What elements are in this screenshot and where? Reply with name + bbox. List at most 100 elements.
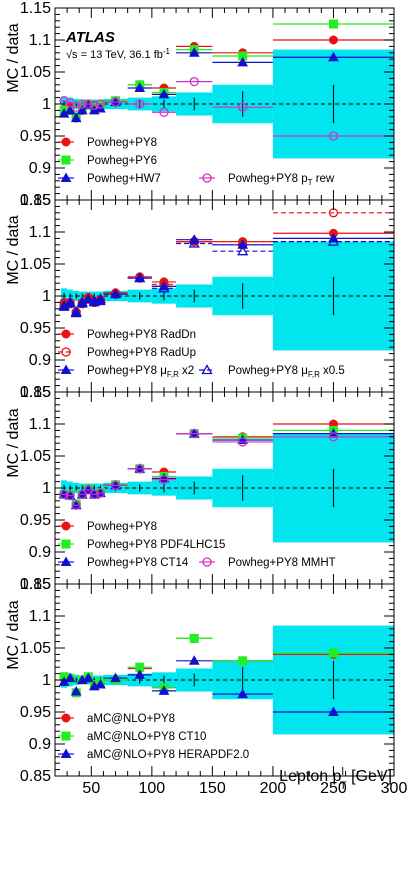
data-point bbox=[238, 102, 248, 112]
data-point bbox=[328, 19, 338, 29]
data-point bbox=[95, 488, 106, 498]
x-tick-label: 100 bbox=[139, 780, 166, 797]
series-3 bbox=[58, 655, 394, 716]
legend-label: Powheg+PY8 bbox=[87, 137, 157, 149]
legend-entry: Powheg+PY8 pT rew bbox=[199, 173, 335, 187]
legend-label-suffix: x2 bbox=[179, 365, 194, 377]
data-point bbox=[134, 272, 146, 283]
y-tick-label: 1 bbox=[42, 672, 51, 689]
y-tick-label: 0.9 bbox=[29, 160, 51, 177]
x-axis-label-unit: [GeV] bbox=[347, 768, 392, 785]
legend-marker bbox=[60, 748, 72, 758]
legend-marker bbox=[60, 364, 72, 374]
data-point bbox=[188, 655, 200, 665]
data-point bbox=[110, 672, 121, 683]
legend-entry: Powheg+PY8 RadDn bbox=[58, 329, 196, 341]
panels: 0.85 0.9 0.95 1 1.05 1.1 1.15 Powheg+PY8 Powheg+… bbox=[20, 0, 408, 797]
series-4 bbox=[59, 76, 394, 141]
data-point bbox=[76, 104, 88, 115]
y-tick-label: 1.05 bbox=[20, 64, 51, 81]
legend-label: Powheg+PY8 PDF4LHC15 bbox=[87, 539, 225, 551]
series-4 bbox=[59, 428, 394, 510]
legend-entry: Powheg+PY8 RadUp bbox=[58, 347, 196, 359]
legend-marker bbox=[61, 713, 71, 723]
legend-label: aMC@NLO+PY8 CT10 bbox=[87, 731, 206, 743]
data-point bbox=[134, 82, 146, 92]
legend-label-main: aMC@NLO+PY8 bbox=[87, 713, 175, 725]
data-point bbox=[188, 47, 200, 57]
y-axis-label-4: MC / data bbox=[5, 600, 22, 669]
legend-entry: aMC@NLO+PY8 HERAPDF2.0 bbox=[58, 748, 249, 761]
legend-entry: aMC@NLO+PY8 CT10 bbox=[58, 731, 206, 743]
legend-label: aMC@NLO+PY8 bbox=[87, 713, 175, 725]
data-point bbox=[82, 293, 94, 304]
legend-marker bbox=[61, 539, 71, 549]
y-tick-label: 1.15 bbox=[20, 0, 51, 17]
data-point bbox=[237, 245, 249, 256]
y-tick-label: 0.85 bbox=[20, 192, 51, 209]
energy-text: = 13 TeV, 36.1 fb bbox=[78, 49, 163, 61]
legend-label-main: Powheg+PY8 p bbox=[228, 173, 308, 185]
legend-label: Powheg+HW7 bbox=[87, 173, 161, 185]
y-tick-label: 0.95 bbox=[20, 128, 51, 145]
y-axis-label-1: MC / data bbox=[5, 23, 22, 92]
legend-marker bbox=[61, 347, 71, 357]
y-tick-label: 1.1 bbox=[29, 608, 51, 625]
y-axis-label-3: MC / data bbox=[5, 408, 22, 477]
data-point bbox=[110, 97, 121, 107]
panel-4: 0.85 0.9 0.95 1 1.05 1.1 1.15 50 100 150 200 250 300… bbox=[20, 576, 408, 797]
legend-marker bbox=[60, 172, 72, 182]
legend-entry: Powheg+PY8 bbox=[58, 521, 157, 533]
data-point bbox=[64, 672, 76, 683]
y-tick-label: 1.15 bbox=[20, 576, 51, 593]
legend-label-sub: F,R bbox=[308, 370, 320, 379]
legend-entry: Powheg+HW7 bbox=[58, 172, 161, 185]
y-tick-label: 1.05 bbox=[20, 448, 51, 465]
x-tick-label: 300 bbox=[381, 780, 408, 797]
panel-3: 0.85 0.9 0.95 1 1.05 1.1 1.15 Powheg+PY8 Powheg+… bbox=[20, 384, 395, 593]
data-point bbox=[189, 428, 199, 439]
legend-entry: Powheg+PY6 bbox=[58, 155, 157, 167]
legend-label-main: Powheg+PY8 CT14 bbox=[87, 557, 189, 569]
legend-marker bbox=[60, 556, 72, 566]
legend-label: Powheg+PY8 CT14 bbox=[87, 557, 189, 569]
y-tick-label: 0.95 bbox=[20, 320, 51, 337]
y-tick-label: 1.15 bbox=[20, 384, 51, 401]
legend-entry: Powheg+PY8 μF,R x0.5 bbox=[199, 364, 345, 379]
data-point bbox=[188, 237, 200, 248]
data-point bbox=[189, 76, 199, 87]
data-point bbox=[77, 489, 87, 500]
legend-entry: Powheg+PY8 MMHT bbox=[199, 557, 336, 569]
y-tick-label: 1 bbox=[42, 480, 51, 497]
legend-label-main: Powheg+PY8 μ bbox=[87, 365, 167, 377]
panel-2: 0.85 0.9 0.95 1 1.05 1.1 1.15 Powheg+PY8 RadDn P… bbox=[20, 192, 395, 401]
data-point bbox=[328, 432, 339, 442]
legend-label-main: Powheg+PY8 bbox=[87, 521, 157, 533]
legend-label: Powheg+PY8 bbox=[87, 521, 157, 533]
x-tick-label: 50 bbox=[82, 780, 100, 797]
legend-label-main: Powheg+PY8 bbox=[87, 137, 157, 149]
data-point bbox=[95, 99, 106, 109]
y-tick-label: 1.1 bbox=[29, 416, 51, 433]
legend-label-sub: F,R bbox=[167, 370, 179, 379]
series-4 bbox=[58, 235, 394, 317]
data-point bbox=[158, 282, 170, 293]
y-tick-label: 0.85 bbox=[20, 768, 51, 785]
legend-marker bbox=[61, 731, 71, 741]
data-point bbox=[110, 480, 121, 491]
y-tick-label: 0.9 bbox=[29, 736, 51, 753]
y-tick-label: 1.1 bbox=[29, 224, 51, 241]
data-point bbox=[158, 88, 170, 99]
data-point bbox=[95, 678, 106, 689]
x-tick-label: 150 bbox=[199, 780, 226, 797]
data-point bbox=[82, 672, 94, 683]
data-point bbox=[65, 98, 75, 108]
data-point bbox=[64, 296, 76, 307]
legend-label: Powheg+PY8 μF,R x0.5 bbox=[228, 365, 345, 379]
data-point bbox=[89, 489, 99, 500]
legend-marker bbox=[201, 364, 213, 375]
data-point bbox=[328, 51, 339, 62]
legend-entry: Powheg+PY8 CT14 bbox=[58, 556, 189, 569]
data-point bbox=[70, 306, 82, 317]
data-point bbox=[65, 491, 75, 501]
